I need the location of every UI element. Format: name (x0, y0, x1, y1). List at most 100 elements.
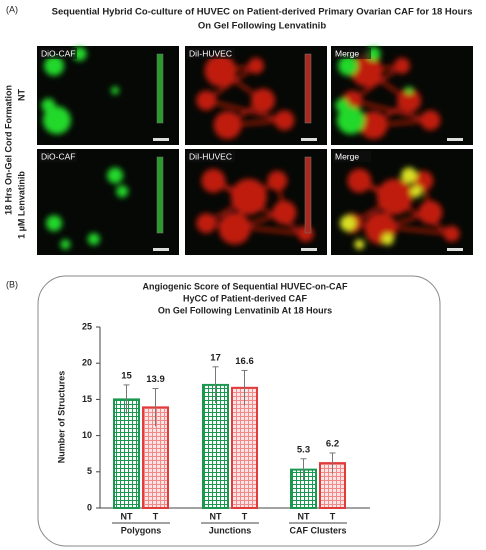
cord (351, 98, 431, 122)
x-tick-label: Junctions (209, 525, 252, 535)
y-tick-label: 5 (87, 466, 92, 476)
cord (220, 64, 257, 73)
micrograph-signal (340, 167, 460, 250)
cord (352, 221, 452, 236)
cell (336, 106, 365, 135)
scale-bar (301, 248, 317, 251)
cord (366, 64, 403, 73)
image-label-bg (187, 48, 235, 59)
micrograph (37, 149, 179, 255)
cord (205, 98, 285, 122)
image-label-bg (333, 151, 371, 162)
cord (373, 118, 431, 127)
value-label: 15 (121, 370, 132, 381)
y-axis-label: Number of Structures (56, 371, 66, 464)
cord (219, 69, 264, 102)
cell (44, 55, 65, 76)
panel-label: (B) (6, 279, 18, 289)
scale-bar (153, 248, 169, 251)
image-label-bg (39, 151, 77, 162)
scale-bar (304, 156, 312, 234)
cell (46, 215, 63, 232)
bar (113, 398, 140, 509)
panel-title: Sequential Hybrid Co-culture of HUVEC on… (52, 7, 473, 18)
cell (60, 239, 71, 250)
micrograph-signal (46, 167, 129, 250)
series-label: NT (298, 511, 310, 521)
cell (338, 55, 359, 76)
bar (231, 386, 258, 510)
cell (335, 98, 350, 113)
image-label-bg (333, 48, 371, 59)
value-label: 6.2 (326, 438, 339, 449)
cell (354, 239, 365, 250)
bar (202, 383, 229, 510)
cord (372, 99, 410, 127)
series-label: T (330, 511, 336, 521)
chart-title: Angiogenic Score of Sequential HUVEC-on-… (142, 281, 348, 291)
series-label: T (242, 511, 248, 521)
image-label-bg (187, 151, 235, 162)
series-label: T (153, 511, 159, 521)
cell (87, 233, 100, 246)
cell (111, 86, 120, 95)
value-label: 5.3 (297, 444, 310, 455)
scale-bar (156, 53, 164, 124)
cell (410, 185, 423, 198)
cord (365, 69, 410, 102)
cell (405, 86, 414, 95)
cell (381, 233, 394, 246)
image-label-bg (39, 48, 77, 59)
image-label: DiI-HUVEC (189, 48, 232, 58)
y-tick-label: 10 (82, 430, 92, 440)
chart-title: HyCC of Patient-derived CAF (183, 293, 308, 303)
row-label: 1 µM Lenvatinib (16, 171, 26, 239)
x-tick-label: CAF Clusters (289, 525, 346, 535)
image-label: Merge (335, 151, 359, 161)
image-label: DiI-HUVEC (189, 151, 232, 161)
row-label: NT (16, 89, 26, 101)
image-label: Merge (335, 48, 359, 58)
panel-label: (A) (6, 4, 18, 14)
bar (290, 468, 317, 509)
cord (379, 196, 397, 230)
cord (358, 179, 453, 236)
value-label: 17 (210, 352, 221, 363)
panel-title: On Gel Following Lenvatinib (198, 21, 326, 32)
image-label: DiO-CAF (41, 48, 75, 58)
scale-bar (447, 138, 463, 141)
scale-bar (304, 53, 312, 124)
y-tick-label: 20 (82, 358, 92, 368)
cord (275, 180, 286, 213)
cell (42, 106, 71, 135)
cord (227, 118, 285, 127)
cell (340, 215, 357, 232)
cell (107, 167, 124, 184)
cord (351, 64, 403, 102)
cord (226, 99, 264, 127)
cord (233, 196, 251, 230)
cord (421, 180, 432, 213)
cell (401, 167, 418, 184)
image-label: DiO-CAF (41, 151, 75, 161)
scale-bar (153, 138, 169, 141)
series-label: NT (121, 511, 133, 521)
micrograph-signal (196, 54, 295, 140)
cell (116, 185, 129, 198)
chart-frame (37, 275, 441, 547)
cord (205, 64, 257, 102)
cord (212, 179, 307, 236)
cord (206, 221, 306, 236)
y-tick-label: 25 (82, 321, 92, 331)
value-label: 13.9 (146, 374, 165, 385)
value-label: 16.6 (235, 356, 254, 367)
scale-bar (447, 248, 463, 251)
y-tick-label: 15 (82, 394, 92, 404)
scale-bar (156, 156, 164, 234)
x-tick-label: Polygons (121, 525, 162, 535)
scale-bar (301, 138, 317, 141)
y-tick-label: 0 (87, 502, 92, 512)
chart-title: On Gel Following Lenvatinib At 18 Hours (158, 305, 332, 315)
series-label: NT (210, 511, 222, 521)
